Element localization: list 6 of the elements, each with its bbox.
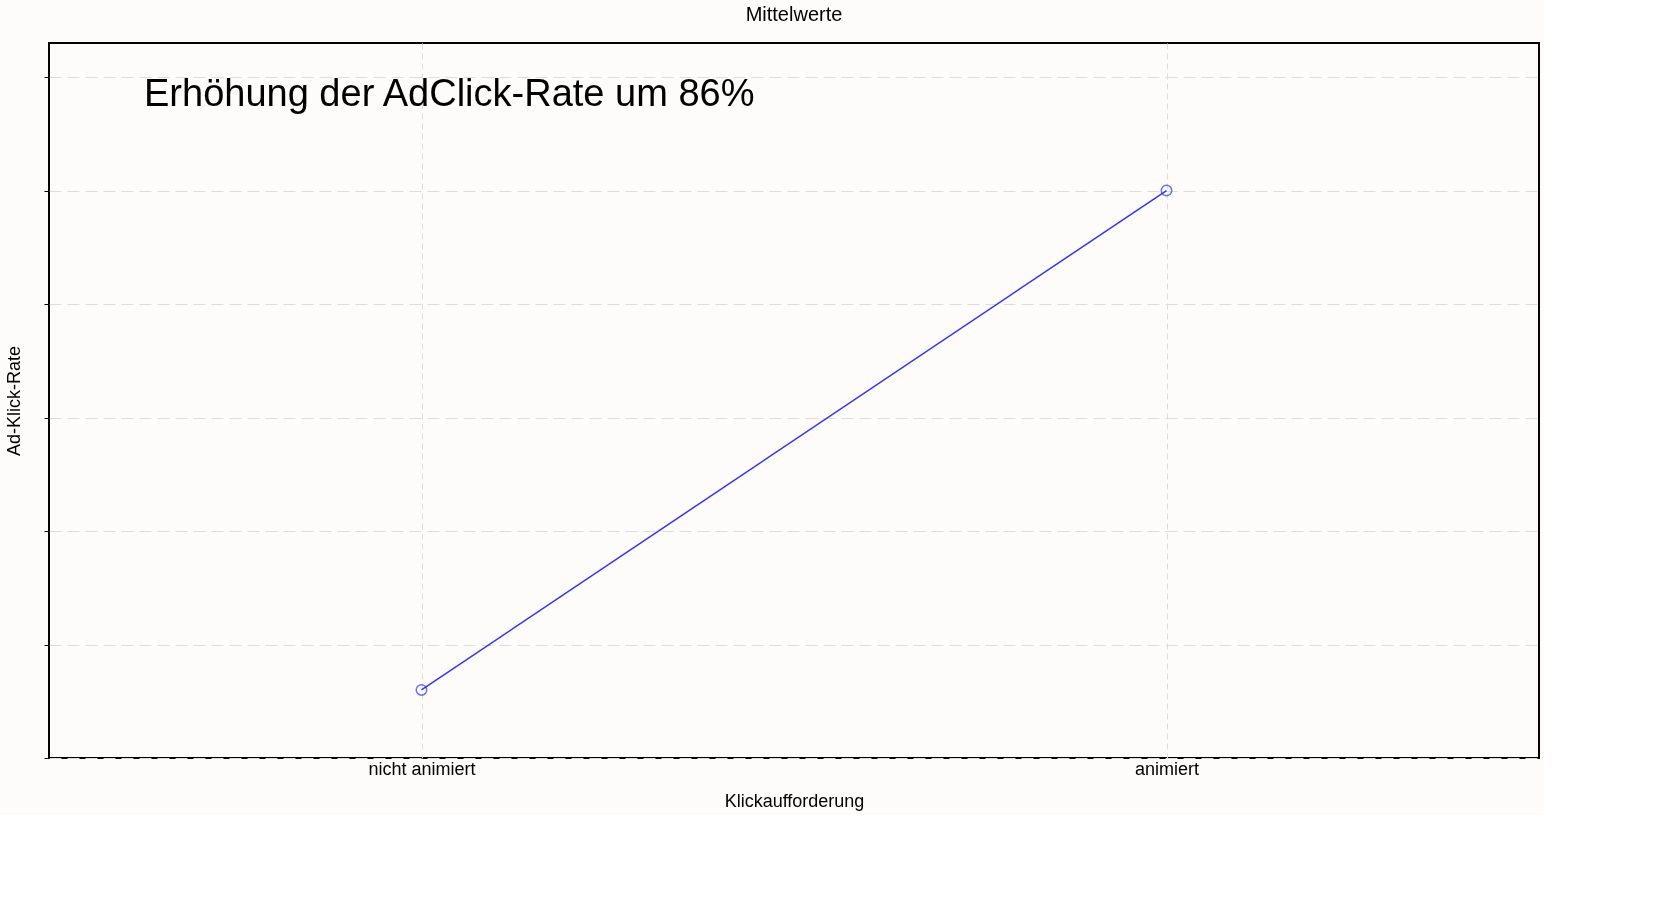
chart-title: Mittelwerte [745,3,843,25]
y-axis-title: Ad-Klick-Rate [4,345,24,457]
x-tick-label: animiert [1134,758,1200,779]
text: Erhöhung der AdClick-Rate um 86% [144,72,755,114]
x-axis-title: Klickaufforderung [724,790,865,811]
x-tick-label: nicht animiert [368,758,476,779]
